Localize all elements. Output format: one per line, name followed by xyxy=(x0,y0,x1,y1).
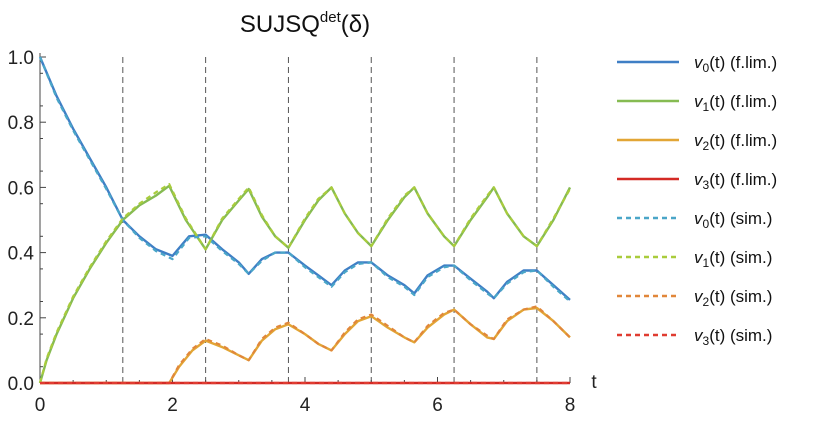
x-tick-label-1: 2 xyxy=(167,395,178,416)
legend-label-6: v2(t) (sim.) xyxy=(694,287,772,309)
x-tick-label-0: 0 xyxy=(35,395,46,416)
series-line-6 xyxy=(40,305,571,385)
chart-title-argument: (δ) xyxy=(341,11,370,38)
legend-label-0: v0(t) (f.lim.) xyxy=(694,53,777,75)
legend: v0(t) (f.lim.) v1(t) (f.lim.) v2(t) (f.lim… xyxy=(617,53,777,348)
legend-label-7: v3(t) (sim.) xyxy=(694,326,772,348)
x-tick-label-4: 8 xyxy=(565,395,576,416)
legend-label-1: v1(t) (f.lim.) xyxy=(694,92,777,114)
chart-title: SUJSQdet(δ) xyxy=(240,9,370,38)
y-tick-label-5: 1.0 xyxy=(8,48,34,69)
x-tick-label-2: 4 xyxy=(300,395,311,416)
y-tick-label-4: 0.8 xyxy=(8,113,34,134)
series-layer xyxy=(38,56,572,385)
reference-lines xyxy=(122,57,538,383)
series-line-0 xyxy=(38,56,571,301)
series-line-5 xyxy=(38,183,571,384)
chart-title-main: SUJSQ xyxy=(240,11,320,38)
y-tick-label-2: 0.4 xyxy=(8,244,35,265)
y-tick-label-1: 0.2 xyxy=(8,309,34,330)
y-tick-label-0: 0.0 xyxy=(8,374,34,395)
series-line-2 xyxy=(40,306,571,385)
chart-title-superscript: det xyxy=(320,9,342,26)
legend-label-3: v3(t) (f.lim.) xyxy=(694,170,777,192)
y-tick-label-3: 0.6 xyxy=(8,178,34,199)
series-line-4 xyxy=(38,56,571,303)
legend-label-4: v0(t) (sim.) xyxy=(694,209,772,231)
x-axis-label: t xyxy=(591,372,597,393)
axes: 0.0 0.2 0.4 0.6 0.8 1.0 0 2 4 6 8t xyxy=(8,48,598,416)
legend-label-2: v2(t) (f.lim.) xyxy=(694,131,777,153)
legend-label-5: v1(t) (sim.) xyxy=(694,248,772,270)
x-tick-label-3: 6 xyxy=(432,395,443,416)
